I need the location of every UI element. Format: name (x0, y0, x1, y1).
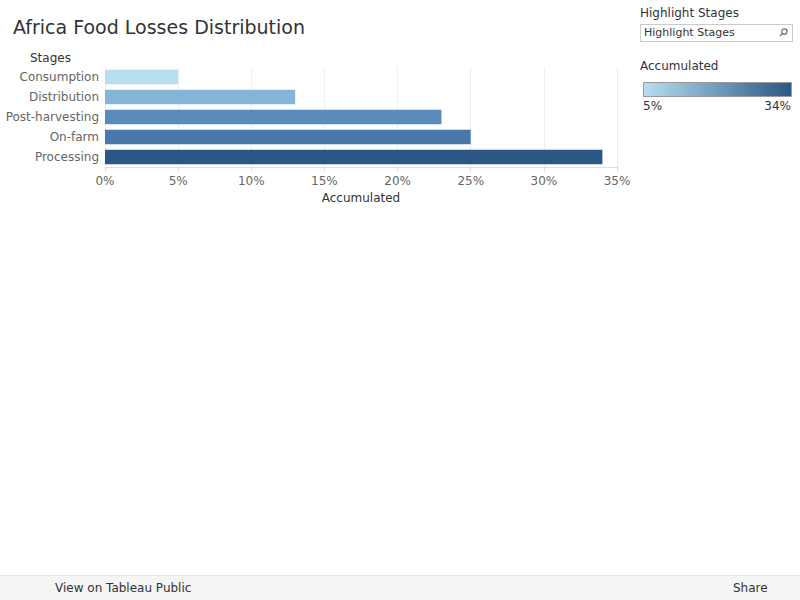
svg-text:Africa Food Losses Distributio: Africa Food Losses Distribution (13, 16, 305, 38)
svg-text:25%: 25% (457, 174, 484, 188)
svg-text:Accumulated: Accumulated (640, 59, 719, 73)
svg-text:30%: 30% (531, 174, 558, 188)
svg-text:Processing: Processing (35, 150, 99, 164)
svg-text:Distribution: Distribution (29, 90, 99, 104)
svg-text:Consumption: Consumption (20, 70, 99, 84)
svg-text:20%: 20% (384, 174, 411, 188)
svg-text:15%: 15% (311, 174, 338, 188)
svg-text:Post-harvesting: Post-harvesting (6, 110, 99, 124)
html-text:Highlight Stages: Highlight Stages (644, 26, 735, 39)
svg-text:34%: 34% (764, 99, 791, 113)
svg-text:Accumulated: Accumulated (322, 191, 401, 205)
svg-text:10%: 10% (238, 174, 265, 188)
svg-text:Stages: Stages (30, 51, 71, 65)
html-text:Share: Share (733, 581, 768, 595)
svg-text:0%: 0% (95, 174, 114, 188)
svg-text:5%: 5% (643, 99, 662, 113)
svg-text:35%: 35% (604, 174, 631, 188)
svg-text:5%: 5% (169, 174, 188, 188)
html-text:View on Tableau Public: View on Tableau Public (55, 581, 192, 595)
svg-text:On-farm: On-farm (50, 130, 99, 144)
html-text:Highlight Stages: Highlight Stages (640, 6, 739, 20)
